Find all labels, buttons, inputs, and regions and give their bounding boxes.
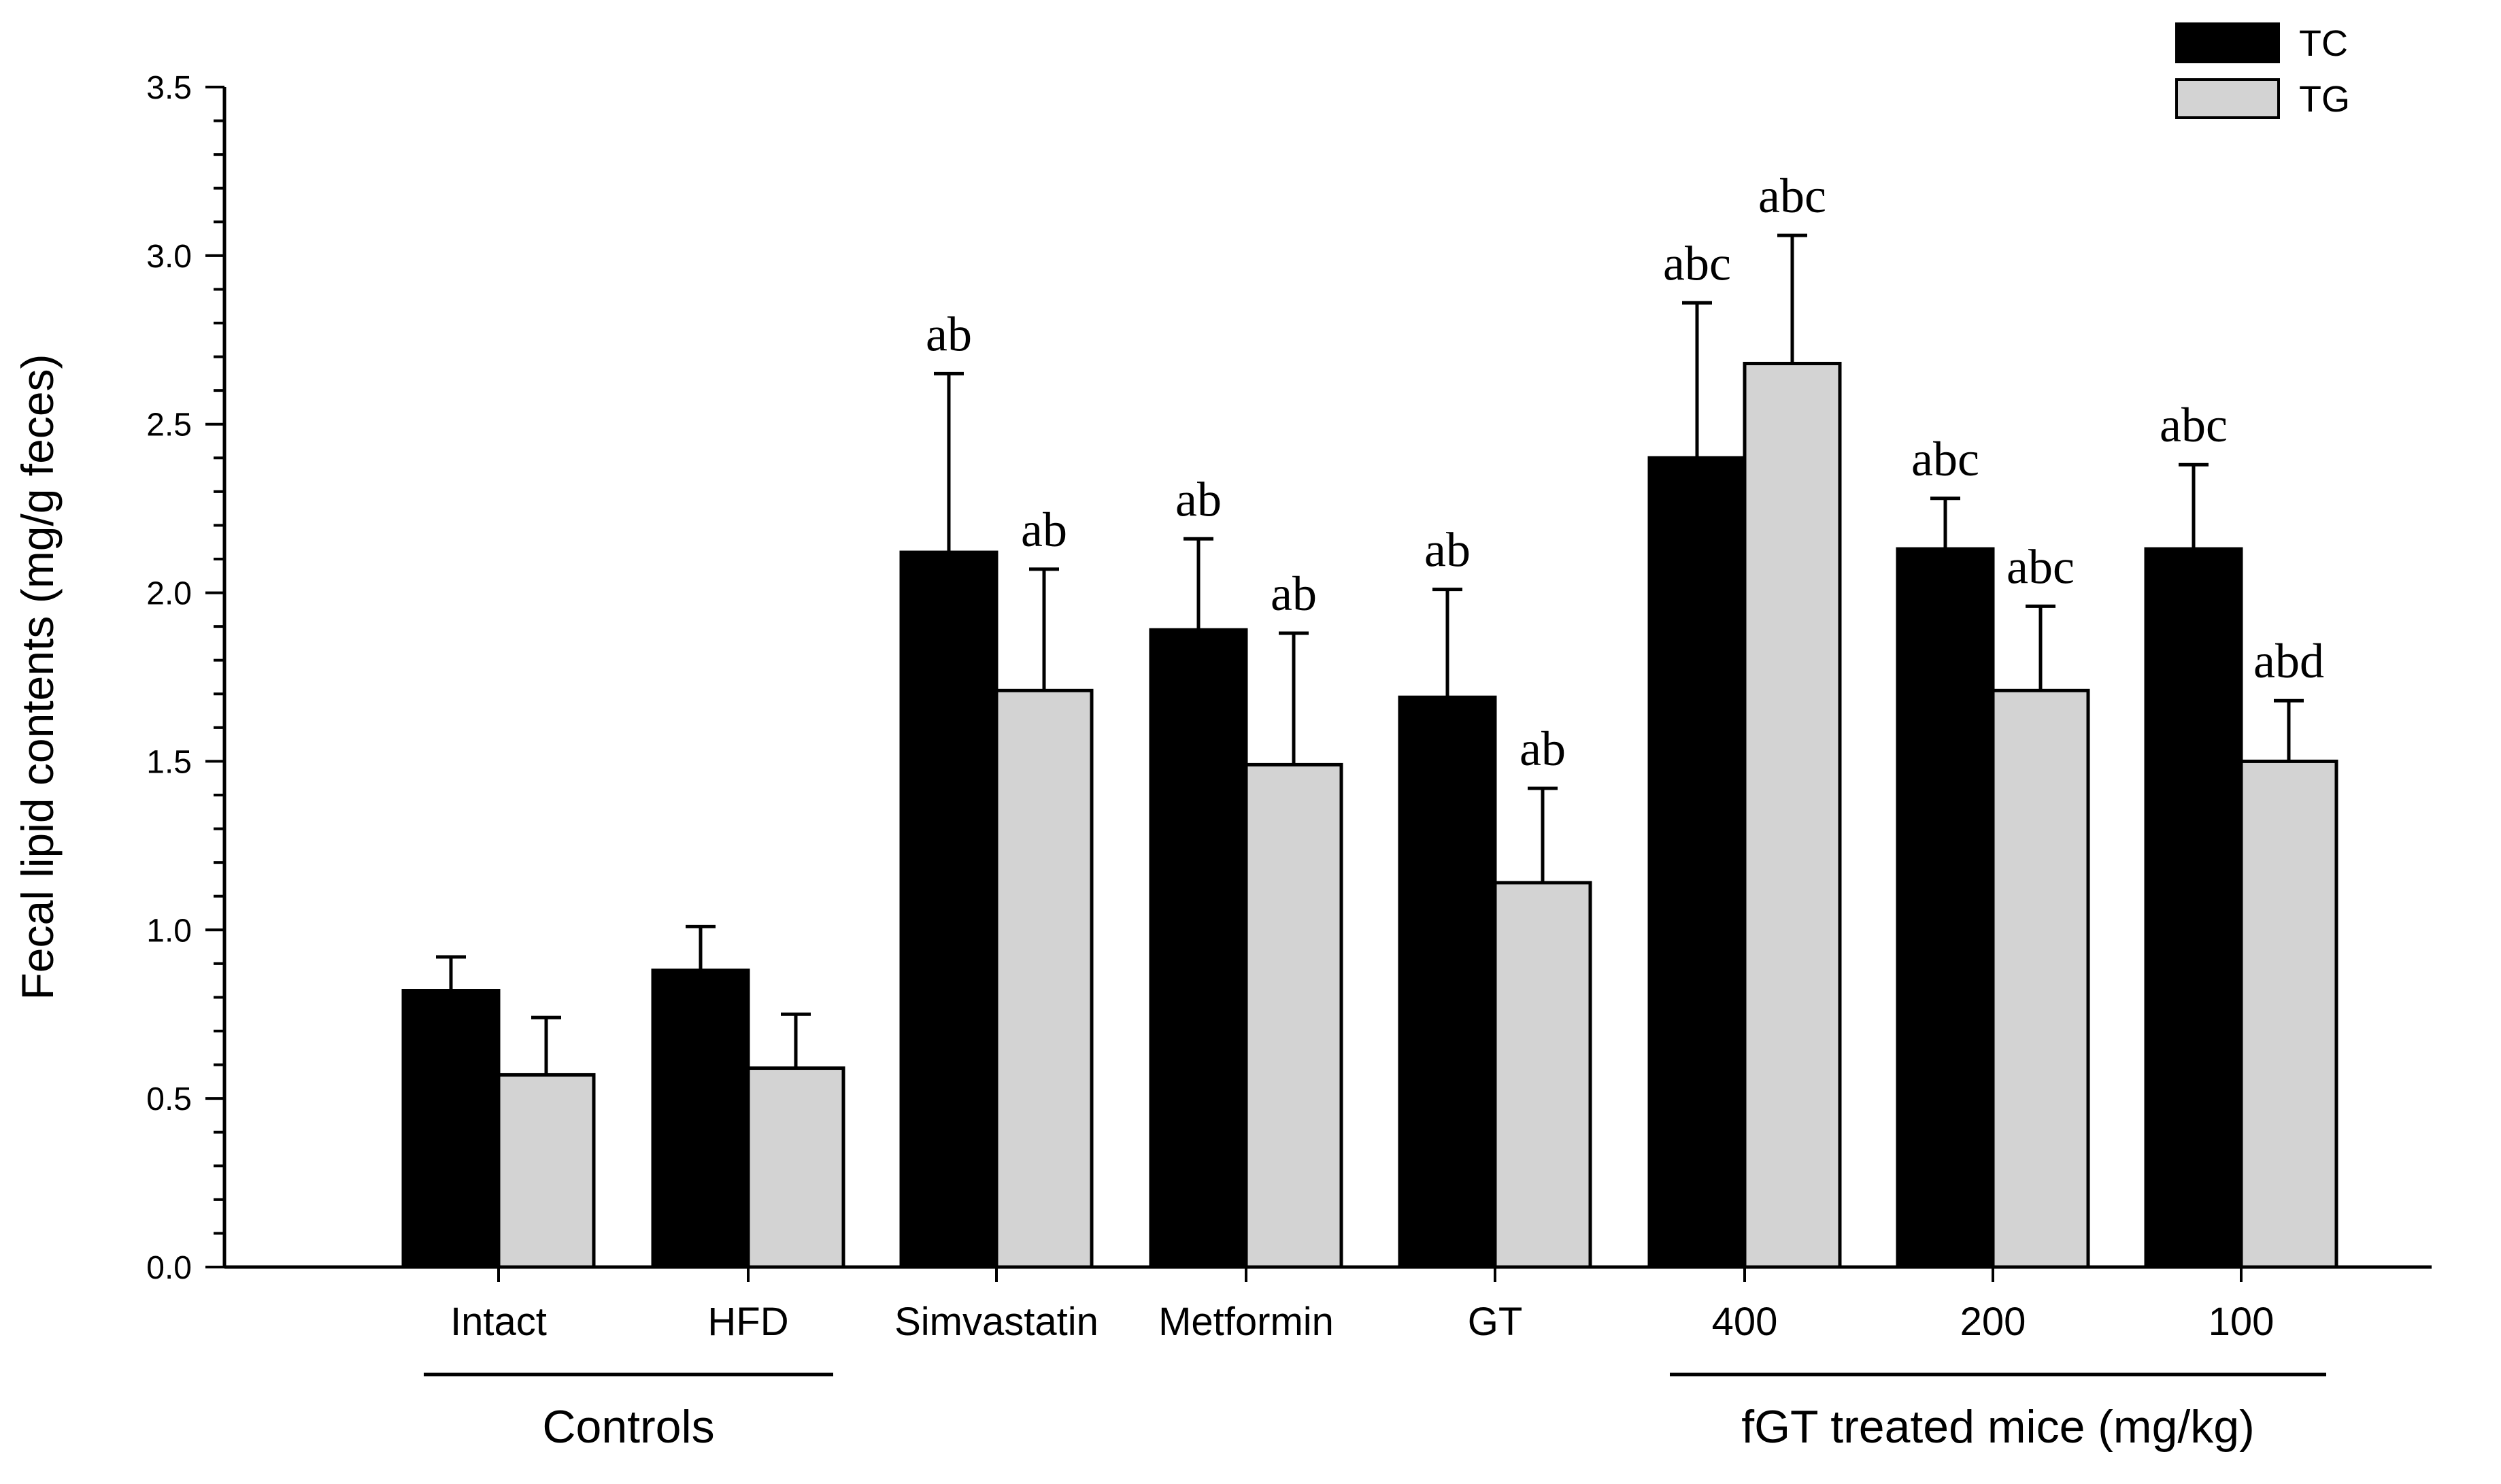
significance-label: ab — [1271, 567, 1317, 621]
y-tick-label: 3.0 — [146, 239, 192, 275]
bar-tc-400 — [1647, 456, 1747, 1269]
bar-tc-intact — [401, 989, 501, 1269]
bar-tc-hfd — [651, 968, 750, 1269]
y-tick-label: 1.5 — [146, 744, 192, 780]
significance-label: abc — [2160, 398, 2228, 452]
significance-label: abc — [1758, 169, 1826, 223]
significance-label: abd — [2253, 634, 2324, 688]
bar-tg-100 — [2239, 759, 2338, 1269]
x-tick-label: HFD — [707, 1300, 788, 1344]
bar-tc-metformin — [1149, 628, 1248, 1269]
bar-tg-hfd — [746, 1066, 845, 1269]
bar-tg-gt — [1493, 881, 1592, 1269]
x-tick-label: 200 — [1960, 1300, 2026, 1344]
legend-swatch-tc — [2175, 22, 2280, 63]
legend-swatch-tg — [2175, 78, 2280, 119]
y-tick-label: 3.5 — [146, 70, 192, 106]
x-tick-label: 400 — [1712, 1300, 1778, 1344]
bar-tc-gt — [1398, 695, 1497, 1269]
bar-tg-400 — [1743, 361, 1842, 1269]
y-tick-label: 2.5 — [146, 407, 192, 443]
significance-label: ab — [1175, 472, 1222, 526]
x-tick-label: Intact — [450, 1300, 547, 1344]
y-axis-label: Fecal lipid contents (mg/g feces) — [12, 354, 63, 1000]
bars-layer — [401, 233, 2338, 1269]
bar-tc-simvastatin — [899, 550, 998, 1269]
bar-tg-200 — [1991, 688, 2090, 1269]
bar-tg-metformin — [1244, 762, 1343, 1269]
legend-label-tg: TG — [2299, 79, 2350, 120]
group-label: Controls — [542, 1401, 714, 1453]
bar-tc-100 — [2144, 547, 2243, 1269]
legend: TC TG — [2175, 22, 2350, 120]
bar-tg-simvastatin — [994, 688, 1094, 1269]
significance-label: ab — [1021, 503, 1067, 557]
bar-tg-intact — [497, 1073, 596, 1269]
significance-label: abc — [1911, 432, 1979, 486]
significance-label: ab — [1424, 523, 1471, 577]
group-label: fGT treated mice (mg/kg) — [1741, 1401, 2255, 1453]
significance-label: abc — [1663, 236, 1731, 290]
x-tick-label: 100 — [2209, 1300, 2275, 1344]
x-tick-label: Metformin — [1158, 1300, 1334, 1344]
bar-tc-200 — [1896, 547, 1995, 1269]
y-tick-label: 0.0 — [146, 1250, 192, 1286]
significance-label: ab — [926, 307, 972, 361]
significance-label: ab — [1520, 722, 1566, 776]
y-tick-label: 0.5 — [146, 1081, 192, 1117]
y-tick-label: 2.0 — [146, 576, 192, 612]
legend-label-tc: TC — [2299, 23, 2348, 64]
x-tick-label: Simvastatin — [894, 1300, 1098, 1344]
x-tick-label: GT — [1468, 1300, 1523, 1344]
y-tick-label: 1.0 — [146, 913, 192, 949]
significance-label: abc — [2007, 539, 2075, 594]
